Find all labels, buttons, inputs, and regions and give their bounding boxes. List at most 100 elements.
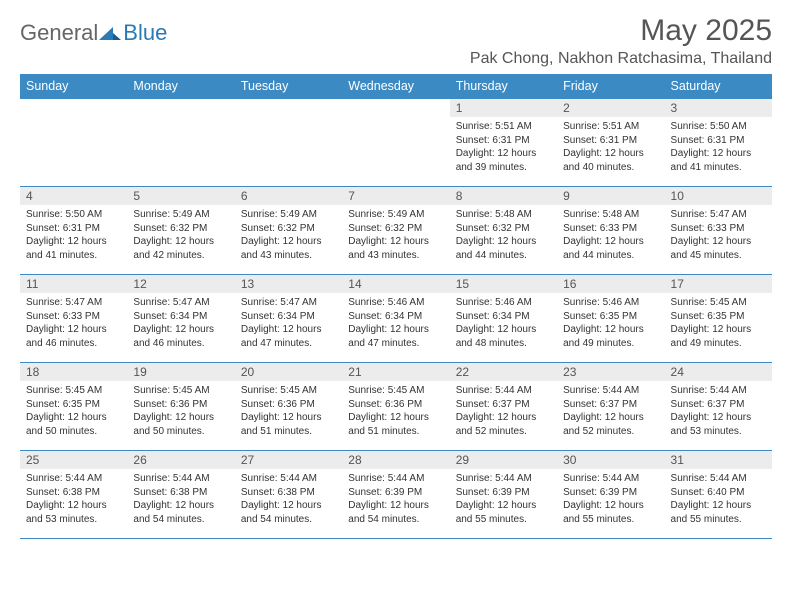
- day-number: 2: [557, 99, 664, 117]
- day-number: 30: [557, 451, 664, 469]
- title-block: May 2025 Pak Chong, Nakhon Ratchasima, T…: [470, 14, 772, 68]
- calendar-day-cell: 24Sunrise: 5:44 AMSunset: 6:37 PMDayligh…: [665, 363, 772, 451]
- calendar-day-cell: 27Sunrise: 5:44 AMSunset: 6:38 PMDayligh…: [235, 451, 342, 539]
- day-details: Sunrise: 5:45 AMSunset: 6:36 PMDaylight:…: [235, 381, 342, 442]
- day-number: 4: [20, 187, 127, 205]
- calendar-day-cell: ..: [235, 99, 342, 187]
- day-details: Sunrise: 5:45 AMSunset: 6:35 PMDaylight:…: [20, 381, 127, 442]
- calendar-week-row: 4Sunrise: 5:50 AMSunset: 6:31 PMDaylight…: [20, 187, 772, 275]
- day-details: Sunrise: 5:49 AMSunset: 6:32 PMDaylight:…: [127, 205, 234, 266]
- weekday-header: Saturday: [665, 74, 772, 99]
- day-details: Sunrise: 5:49 AMSunset: 6:32 PMDaylight:…: [342, 205, 449, 266]
- day-details: Sunrise: 5:45 AMSunset: 6:35 PMDaylight:…: [665, 293, 772, 354]
- day-number: 7: [342, 187, 449, 205]
- brand-part1: General: [20, 20, 98, 46]
- calendar-table: SundayMondayTuesdayWednesdayThursdayFrid…: [20, 74, 772, 539]
- day-number: 20: [235, 363, 342, 381]
- brand-part2: Blue: [123, 20, 167, 46]
- calendar-week-row: ........1Sunrise: 5:51 AMSunset: 6:31 PM…: [20, 99, 772, 187]
- day-number: 8: [450, 187, 557, 205]
- calendar-day-cell: 1Sunrise: 5:51 AMSunset: 6:31 PMDaylight…: [450, 99, 557, 187]
- weekday-header-row: SundayMondayTuesdayWednesdayThursdayFrid…: [20, 74, 772, 99]
- day-details: Sunrise: 5:44 AMSunset: 6:40 PMDaylight:…: [665, 469, 772, 530]
- calendar-day-cell: 15Sunrise: 5:46 AMSunset: 6:34 PMDayligh…: [450, 275, 557, 363]
- day-details: Sunrise: 5:45 AMSunset: 6:36 PMDaylight:…: [342, 381, 449, 442]
- calendar-day-cell: 12Sunrise: 5:47 AMSunset: 6:34 PMDayligh…: [127, 275, 234, 363]
- day-details: Sunrise: 5:49 AMSunset: 6:32 PMDaylight:…: [235, 205, 342, 266]
- day-number: 19: [127, 363, 234, 381]
- day-details: Sunrise: 5:47 AMSunset: 6:34 PMDaylight:…: [127, 293, 234, 354]
- day-number: 1: [450, 99, 557, 117]
- day-details: Sunrise: 5:47 AMSunset: 6:33 PMDaylight:…: [20, 293, 127, 354]
- day-details: Sunrise: 5:44 AMSunset: 6:37 PMDaylight:…: [557, 381, 664, 442]
- day-details: Sunrise: 5:51 AMSunset: 6:31 PMDaylight:…: [557, 117, 664, 178]
- day-number: 26: [127, 451, 234, 469]
- day-number: 31: [665, 451, 772, 469]
- weekday-header: Wednesday: [342, 74, 449, 99]
- day-number: 29: [450, 451, 557, 469]
- day-details: Sunrise: 5:44 AMSunset: 6:38 PMDaylight:…: [20, 469, 127, 530]
- day-details: Sunrise: 5:45 AMSunset: 6:36 PMDaylight:…: [127, 381, 234, 442]
- calendar-day-cell: 17Sunrise: 5:45 AMSunset: 6:35 PMDayligh…: [665, 275, 772, 363]
- day-details: Sunrise: 5:44 AMSunset: 6:37 PMDaylight:…: [665, 381, 772, 442]
- day-number: 11: [20, 275, 127, 293]
- day-details: Sunrise: 5:44 AMSunset: 6:37 PMDaylight:…: [450, 381, 557, 442]
- day-number: 24: [665, 363, 772, 381]
- day-details: Sunrise: 5:50 AMSunset: 6:31 PMDaylight:…: [20, 205, 127, 266]
- calendar-day-cell: 5Sunrise: 5:49 AMSunset: 6:32 PMDaylight…: [127, 187, 234, 275]
- calendar-day-cell: 4Sunrise: 5:50 AMSunset: 6:31 PMDaylight…: [20, 187, 127, 275]
- day-details: Sunrise: 5:47 AMSunset: 6:34 PMDaylight:…: [235, 293, 342, 354]
- calendar-day-cell: 20Sunrise: 5:45 AMSunset: 6:36 PMDayligh…: [235, 363, 342, 451]
- day-details: Sunrise: 5:46 AMSunset: 6:35 PMDaylight:…: [557, 293, 664, 354]
- calendar-day-cell: 11Sunrise: 5:47 AMSunset: 6:33 PMDayligh…: [20, 275, 127, 363]
- calendar-day-cell: 30Sunrise: 5:44 AMSunset: 6:39 PMDayligh…: [557, 451, 664, 539]
- calendar-body: ........1Sunrise: 5:51 AMSunset: 6:31 PM…: [20, 99, 772, 539]
- day-number: 15: [450, 275, 557, 293]
- day-number: 12: [127, 275, 234, 293]
- day-details: Sunrise: 5:44 AMSunset: 6:38 PMDaylight:…: [127, 469, 234, 530]
- month-title: May 2025: [470, 14, 772, 48]
- day-number: 25: [20, 451, 127, 469]
- page-header: General Blue May 2025 Pak Chong, Nakhon …: [20, 14, 772, 68]
- calendar-day-cell: 19Sunrise: 5:45 AMSunset: 6:36 PMDayligh…: [127, 363, 234, 451]
- day-number: 17: [665, 275, 772, 293]
- day-number: 22: [450, 363, 557, 381]
- day-number: 5: [127, 187, 234, 205]
- calendar-day-cell: 31Sunrise: 5:44 AMSunset: 6:40 PMDayligh…: [665, 451, 772, 539]
- day-number: 14: [342, 275, 449, 293]
- day-number: 3: [665, 99, 772, 117]
- day-number: 10: [665, 187, 772, 205]
- calendar-week-row: 25Sunrise: 5:44 AMSunset: 6:38 PMDayligh…: [20, 451, 772, 539]
- calendar-day-cell: ..: [342, 99, 449, 187]
- day-details: Sunrise: 5:44 AMSunset: 6:38 PMDaylight:…: [235, 469, 342, 530]
- location-text: Pak Chong, Nakhon Ratchasima, Thailand: [470, 50, 772, 68]
- day-details: Sunrise: 5:51 AMSunset: 6:31 PMDaylight:…: [450, 117, 557, 178]
- day-details: Sunrise: 5:46 AMSunset: 6:34 PMDaylight:…: [342, 293, 449, 354]
- day-number: 28: [342, 451, 449, 469]
- day-details: Sunrise: 5:44 AMSunset: 6:39 PMDaylight:…: [557, 469, 664, 530]
- calendar-day-cell: 14Sunrise: 5:46 AMSunset: 6:34 PMDayligh…: [342, 275, 449, 363]
- day-details: Sunrise: 5:46 AMSunset: 6:34 PMDaylight:…: [450, 293, 557, 354]
- day-number: 27: [235, 451, 342, 469]
- calendar-day-cell: 21Sunrise: 5:45 AMSunset: 6:36 PMDayligh…: [342, 363, 449, 451]
- day-details: Sunrise: 5:47 AMSunset: 6:33 PMDaylight:…: [665, 205, 772, 266]
- weekday-header: Monday: [127, 74, 234, 99]
- brand-triangle-icon: [99, 20, 121, 46]
- calendar-day-cell: 2Sunrise: 5:51 AMSunset: 6:31 PMDaylight…: [557, 99, 664, 187]
- calendar-day-cell: 16Sunrise: 5:46 AMSunset: 6:35 PMDayligh…: [557, 275, 664, 363]
- calendar-day-cell: 7Sunrise: 5:49 AMSunset: 6:32 PMDaylight…: [342, 187, 449, 275]
- day-number: 23: [557, 363, 664, 381]
- calendar-day-cell: 8Sunrise: 5:48 AMSunset: 6:32 PMDaylight…: [450, 187, 557, 275]
- calendar-day-cell: 6Sunrise: 5:49 AMSunset: 6:32 PMDaylight…: [235, 187, 342, 275]
- calendar-day-cell: 13Sunrise: 5:47 AMSunset: 6:34 PMDayligh…: [235, 275, 342, 363]
- calendar-day-cell: 23Sunrise: 5:44 AMSunset: 6:37 PMDayligh…: [557, 363, 664, 451]
- day-number: 13: [235, 275, 342, 293]
- day-number: 6: [235, 187, 342, 205]
- weekday-header: Tuesday: [235, 74, 342, 99]
- calendar-day-cell: ..: [20, 99, 127, 187]
- calendar-day-cell: 28Sunrise: 5:44 AMSunset: 6:39 PMDayligh…: [342, 451, 449, 539]
- calendar-day-cell: 10Sunrise: 5:47 AMSunset: 6:33 PMDayligh…: [665, 187, 772, 275]
- day-number: 9: [557, 187, 664, 205]
- day-number: 18: [20, 363, 127, 381]
- day-details: Sunrise: 5:48 AMSunset: 6:32 PMDaylight:…: [450, 205, 557, 266]
